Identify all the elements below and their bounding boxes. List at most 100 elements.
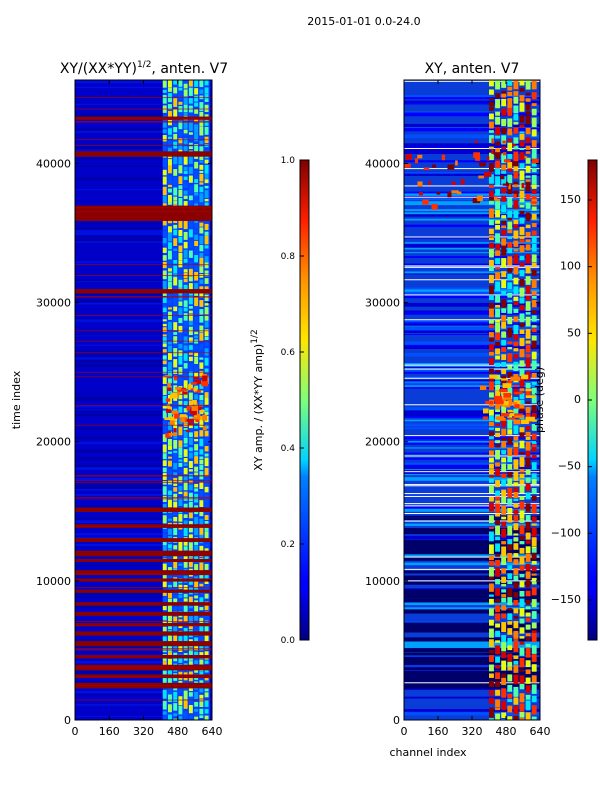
amplitude-band-cell xyxy=(194,234,199,240)
amplitude-band-cell xyxy=(183,514,188,518)
phase-band-cell xyxy=(501,205,507,213)
phase-band-cell xyxy=(501,528,507,538)
amplitude-band-cell xyxy=(167,635,172,643)
amplitude-band-cell xyxy=(162,636,167,646)
amplitude-row-texture xyxy=(75,486,212,489)
phase-row-texture xyxy=(404,320,540,323)
phase-band-cell xyxy=(513,509,519,514)
amplitude-band-cell xyxy=(162,533,167,539)
amplitude-band-cell xyxy=(183,112,188,115)
amplitude-band-cell xyxy=(204,520,209,524)
phase-band-cell xyxy=(513,249,519,252)
amplitude-band-cell xyxy=(194,306,199,315)
amplitude-band-cell xyxy=(167,281,172,288)
amplitude-band-cell xyxy=(167,469,172,478)
phase-band-cell xyxy=(519,501,525,510)
phase-band-cell xyxy=(489,555,494,561)
phase-band-cell xyxy=(525,80,531,90)
amplitude-colorbar xyxy=(299,159,310,641)
phase-band-cell xyxy=(489,200,494,205)
amplitude-hot-cell xyxy=(169,394,174,399)
amplitude-band-cell xyxy=(173,625,178,634)
amplitude-flag-line xyxy=(75,525,212,527)
amplitude-band-cell xyxy=(183,475,188,482)
amplitude-band-cell xyxy=(199,193,204,203)
phase-panel: XY, anten. V7 0 160 320 480 6400100002000030… xyxy=(365,61,598,759)
amplitude-band-cell xyxy=(162,231,167,237)
amplitude-band-cell xyxy=(173,297,178,306)
phase-band-cell xyxy=(507,91,513,97)
amplitude-band-cell xyxy=(167,268,172,272)
amplitude-band-cell xyxy=(183,133,188,137)
amplitude-band-cell xyxy=(194,600,199,604)
phase-row-texture xyxy=(404,214,540,217)
phase-row-texture xyxy=(404,423,540,427)
amplitude-flag-line xyxy=(75,376,212,378)
phase-band-cell xyxy=(489,560,494,566)
amplitude-band-cell xyxy=(167,341,172,345)
amplitude-band-cell xyxy=(194,394,199,400)
amplitude-hot-cell xyxy=(167,387,172,391)
phase-band-cell xyxy=(495,370,500,373)
phase-band-cell xyxy=(525,553,531,562)
phase-band-cell xyxy=(501,170,507,174)
phase-band-cell xyxy=(513,697,519,705)
phase-dark-row xyxy=(404,529,540,535)
amplitude-band-cell xyxy=(183,313,188,321)
phase-band-cell xyxy=(513,341,519,347)
phase-band-cell xyxy=(525,295,531,301)
amplitude-row-texture xyxy=(75,459,212,461)
amplitude-band-cell xyxy=(173,561,178,569)
amplitude-band-cell xyxy=(188,704,193,714)
phase-band-cell xyxy=(525,389,531,398)
phase-band-cell xyxy=(531,645,537,654)
amplitude-band-cell xyxy=(178,273,183,280)
phase-band-cell xyxy=(489,415,494,421)
amplitude-band-cell xyxy=(178,220,183,229)
amplitude-hot-cell xyxy=(195,419,200,423)
amplitude-band-cell xyxy=(188,520,193,527)
phase-band-cell xyxy=(531,335,537,341)
phase-band-cell xyxy=(531,473,537,479)
phase-band-cell xyxy=(495,188,500,196)
amplitude-band-cell xyxy=(178,584,183,589)
amplitude-band-cell xyxy=(162,281,167,289)
phase-band-cell xyxy=(519,80,525,86)
amplitude-row-texture xyxy=(75,592,212,595)
phase-band-cell xyxy=(495,390,500,397)
phase-band-cell xyxy=(525,624,531,630)
amplitude-row-texture xyxy=(75,149,212,151)
phase-band-cell xyxy=(507,347,513,350)
amplitude-band-cell xyxy=(204,348,209,356)
phase-band-cell xyxy=(507,514,513,523)
phase-band-cell xyxy=(507,587,513,597)
phase-gap-line xyxy=(404,266,540,268)
amplitude-ylabel: time index xyxy=(10,370,23,429)
phase-row-texture xyxy=(404,202,540,205)
amplitude-band-cell xyxy=(194,283,199,290)
amplitude-band-cell xyxy=(178,705,183,715)
amplitude-row-texture xyxy=(75,146,212,150)
phase-band-cell xyxy=(519,641,525,645)
phase-band-cell xyxy=(513,224,519,229)
phase-band-cell xyxy=(513,639,519,642)
amplitude-band-cell xyxy=(188,229,193,238)
phase-band-cell xyxy=(525,571,531,579)
phase-band-cell xyxy=(507,716,513,720)
amplitude-band-cell xyxy=(162,473,167,480)
phase-band-cell xyxy=(489,440,494,448)
amplitude-band-cell xyxy=(204,467,209,477)
phase-dark-row xyxy=(404,648,540,653)
amplitude-band-cell xyxy=(178,87,183,91)
phase-band-cell xyxy=(531,254,537,263)
phase-band-cell xyxy=(507,419,513,429)
amplitude-colorbar-tick-label: 1.0 xyxy=(281,156,296,166)
amplitude-band-cell xyxy=(194,644,199,651)
amplitude-band-cell xyxy=(204,231,209,236)
amplitude-band-cell xyxy=(199,357,204,360)
phase-band-cell xyxy=(513,184,519,188)
phase-row-texture xyxy=(404,256,540,259)
phase-band-cell xyxy=(501,291,507,296)
amplitude-band-cell xyxy=(173,522,178,526)
